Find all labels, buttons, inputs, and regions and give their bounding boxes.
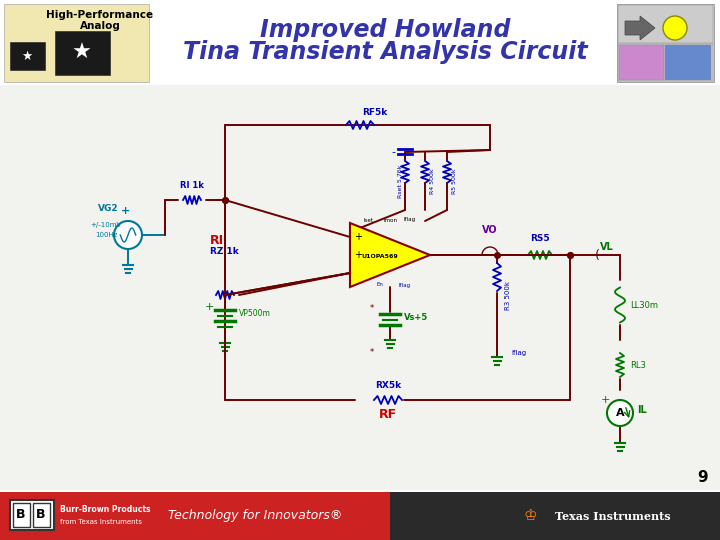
Text: -: -: [391, 147, 395, 157]
Bar: [13, 503, 30, 527]
Bar: [10, 500, 54, 530]
Text: RI 1k: RI 1k: [180, 181, 204, 190]
Bar: [665, 45, 711, 80]
Text: R5 500k: R5 500k: [452, 168, 457, 194]
Bar: [618, 5, 713, 43]
Text: 9: 9: [698, 470, 708, 485]
Text: VO: VO: [482, 225, 498, 235]
Bar: [618, 44, 713, 81]
Text: Tina Transient Analysis Circuit: Tina Transient Analysis Circuit: [183, 40, 588, 64]
Text: Imon: Imon: [383, 218, 397, 222]
Text: IL: IL: [637, 405, 647, 415]
Text: LL30m: LL30m: [630, 300, 658, 309]
Text: +: +: [354, 250, 362, 260]
Text: Texas Instruments: Texas Instruments: [555, 510, 670, 522]
Text: Rset 5.76k: Rset 5.76k: [398, 164, 403, 198]
Text: RS5: RS5: [530, 234, 550, 243]
Text: RZ 1k: RZ 1k: [210, 247, 239, 256]
Text: Improved Howland: Improved Howland: [260, 18, 510, 42]
Text: Iflag: Iflag: [399, 282, 411, 287]
Circle shape: [607, 400, 633, 426]
Text: RL3: RL3: [630, 361, 646, 369]
Text: RI: RI: [210, 233, 224, 246]
Text: RF: RF: [379, 408, 397, 421]
Bar: [619, 45, 664, 80]
Text: Iflag: Iflag: [511, 350, 526, 356]
Text: *: *: [370, 348, 374, 356]
Text: ★: ★: [72, 43, 92, 63]
Text: High-Performance: High-Performance: [46, 10, 153, 20]
Polygon shape: [625, 16, 655, 40]
Text: RX5k: RX5k: [375, 381, 401, 390]
Text: R3 500k: R3 500k: [505, 280, 511, 309]
Text: +: +: [354, 232, 362, 242]
Text: ★: ★: [22, 50, 32, 63]
Text: +: +: [600, 395, 610, 405]
Text: *: *: [370, 303, 374, 313]
Circle shape: [114, 221, 142, 249]
Text: A: A: [616, 408, 624, 418]
Bar: [0, 0, 720, 85]
Text: +/-10mV: +/-10mV: [91, 222, 122, 228]
Polygon shape: [350, 223, 430, 287]
Text: Iset: Iset: [363, 218, 373, 222]
Text: (: (: [595, 248, 600, 261]
Text: VL: VL: [600, 242, 613, 252]
Circle shape: [663, 16, 687, 40]
Text: from Texas Instruments: from Texas Instruments: [60, 519, 142, 525]
Text: VP500m: VP500m: [239, 308, 271, 318]
Text: 100Hz: 100Hz: [95, 232, 117, 238]
Text: Analog: Analog: [80, 21, 120, 31]
Bar: [390, 492, 720, 540]
Text: R4 500k: R4 500k: [430, 168, 435, 194]
Text: En: En: [377, 282, 384, 287]
Bar: [0, 492, 390, 540]
Text: +: +: [204, 302, 214, 312]
Text: B: B: [17, 509, 26, 522]
Text: Iflag: Iflag: [404, 218, 416, 222]
Text: ♔: ♔: [523, 509, 537, 523]
Text: VG2: VG2: [98, 204, 118, 213]
Text: Burr-Brown Products: Burr-Brown Products: [60, 505, 150, 515]
Bar: [10, 42, 45, 70]
Bar: [33, 503, 50, 527]
Text: +: +: [122, 206, 130, 216]
Text: Technology for Innovators®: Technology for Innovators®: [168, 510, 342, 523]
Text: U1OPA569: U1OPA569: [361, 254, 398, 260]
Bar: [617, 4, 714, 82]
Text: RF5k: RF5k: [362, 108, 387, 117]
Bar: [55, 31, 110, 75]
Text: Vs+5: Vs+5: [404, 313, 428, 321]
FancyBboxPatch shape: [4, 4, 149, 82]
Text: B: B: [36, 509, 46, 522]
